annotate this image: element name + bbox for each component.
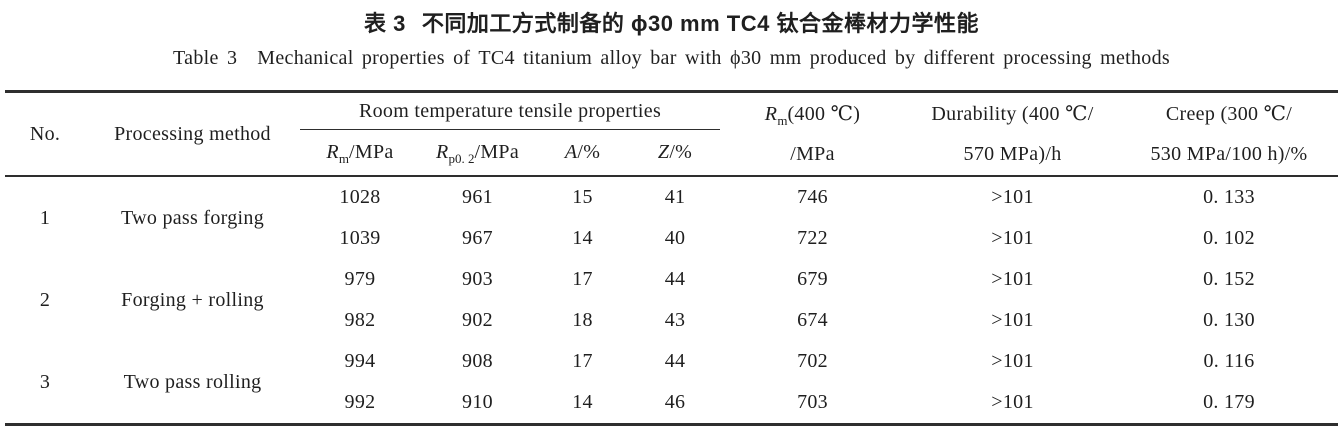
rp02-subscript: p0. 2 [448,151,475,166]
creep-line1: Creep (300 ℃/ [1165,103,1293,125]
z-symbol: Z [657,141,670,163]
durability-line2: 570 MPa)/h [963,143,1062,165]
table-row: 1039 967 14 40 722 >101 0. 102 [5,218,1338,259]
table-title-en-text: Mechanical properties of TC4 titanium al… [257,47,1170,69]
cell-no: 3 [39,370,51,393]
cell-rm: 992 [344,391,376,413]
cell-z: 46 [664,391,686,413]
col-header-rp02: Rp0. 2/MPa [420,130,535,177]
cell-no: 2 [39,288,51,311]
table-title-english: Table 3 Mechanical properties of TC4 tita… [0,47,1343,70]
table-title-chinese: 表 3 不同加工方式制备的 ϕ30 mm TC4 钛合金棒材力学性能 [0,6,1343,38]
cell-a: 17 [572,268,593,290]
cell-a: 14 [572,227,593,249]
table-number-cn: 表 3 [364,11,406,36]
cell-z: 44 [664,350,686,372]
rm-400-line1: Rm(400 ℃) [720,94,905,134]
col-header-elongation: A/% [535,130,630,177]
cell-method: Two pass rolling [123,370,262,393]
creep-line2: 530 MPa/100 h)/% [1150,143,1308,165]
rp02-unit: /MPa [474,141,520,163]
col-header-processing-method: Processing method [114,122,271,145]
cell-rp02: 910 [462,391,493,413]
table-row: 982 902 18 43 674 >101 0. 130 [5,300,1338,341]
cell-rm400: 722 [797,227,828,249]
cell-z: 41 [630,175,721,218]
rm-unit: /MPa [349,141,394,163]
cell-rm400: 702 [797,350,828,372]
cell-z: 40 [664,227,686,249]
a-unit: /% [577,141,601,163]
table-row: 2 Forging + rolling 979 903 17 44 679 >1… [5,259,1338,311]
rm-400-line2: /MPa [790,143,835,165]
table-number-en: Table 3 [173,47,238,69]
z-unit: /% [669,141,693,163]
col-header-rm: Rm/MPa [300,130,420,177]
table-row: 3 Two pass rolling 994 908 17 44 702 >10… [5,341,1338,393]
cell-durability: >101 [991,227,1034,249]
cell-rm: 1028 [300,175,420,218]
cell-durability: >101 [905,175,1121,218]
col-header-no: No. [29,122,61,145]
cell-rp02: 903 [462,268,493,290]
cell-no: 1 [5,175,85,259]
cell-durability: >101 [991,391,1034,413]
properties-table: No. Processing method Room temperature t… [5,90,1339,426]
cell-a: 14 [572,391,593,413]
durability-line1: Durability (400 ℃/ [931,103,1094,125]
rm-400-condition: (400 ℃) [787,103,861,125]
cell-rm400: 703 [797,391,828,413]
cell-rm: 979 [344,268,376,290]
rm-symbol: R [326,141,339,163]
table-row: 992 910 14 46 703 >101 0. 179 [5,382,1338,425]
cell-rp02: 961 [420,175,535,218]
col-group-header-tensile: Room temperature tensile properties [300,91,721,130]
cell-a: 17 [572,350,593,372]
cell-creep: 0. 102 [1203,227,1255,249]
cell-creep: 0. 116 [1203,350,1255,372]
rp02-symbol: R [435,141,449,163]
rm-subscript: m [338,151,350,166]
cell-method: Two pass forging [85,175,300,259]
rm-symbol: R [764,103,778,125]
col-header-rm-400: Rm(400 ℃) /MPa [720,92,905,177]
cell-creep: 0. 152 [1203,268,1255,290]
col-header-durability: Durability (400 ℃/ 570 MPa)/h [905,92,1120,177]
col-header-creep: Creep (300 ℃/ 530 MPa/100 h)/% [1120,92,1338,177]
cell-rm: 994 [344,350,376,372]
cell-rm: 982 [344,309,376,331]
cell-durability: >101 [991,350,1034,372]
rm-subscript: m [777,113,788,128]
cell-a: 15 [535,175,630,218]
properties-table-container: No. Processing method Room temperature t… [5,90,1339,426]
cell-durability: >101 [991,268,1034,290]
cell-z: 44 [664,268,686,290]
cell-rp02: 902 [462,309,493,331]
cell-creep: 0. 133 [1120,175,1339,218]
table-row: 1 Two pass forging 1028 961 15 41 746 >1… [5,175,1339,259]
cell-method: Forging + rolling [121,288,264,311]
cell-rp02: 967 [462,227,493,249]
cell-a: 18 [572,309,593,331]
cell-creep: 0. 130 [1203,309,1255,331]
cell-z: 43 [664,309,686,331]
cell-rm400: 746 [720,175,906,218]
col-header-reduction: Z/% [630,130,720,177]
table-title-cn-text: 不同加工方式制备的 ϕ30 mm TC4 钛合金棒材力学性能 [421,11,979,36]
a-symbol: A [564,141,578,163]
cell-creep: 0. 179 [1203,391,1255,413]
cell-rm400: 674 [797,309,828,331]
cell-rp02: 908 [462,350,493,372]
cell-rm: 1039 [339,227,381,249]
cell-durability: >101 [991,309,1034,331]
cell-rm400: 679 [797,268,828,290]
